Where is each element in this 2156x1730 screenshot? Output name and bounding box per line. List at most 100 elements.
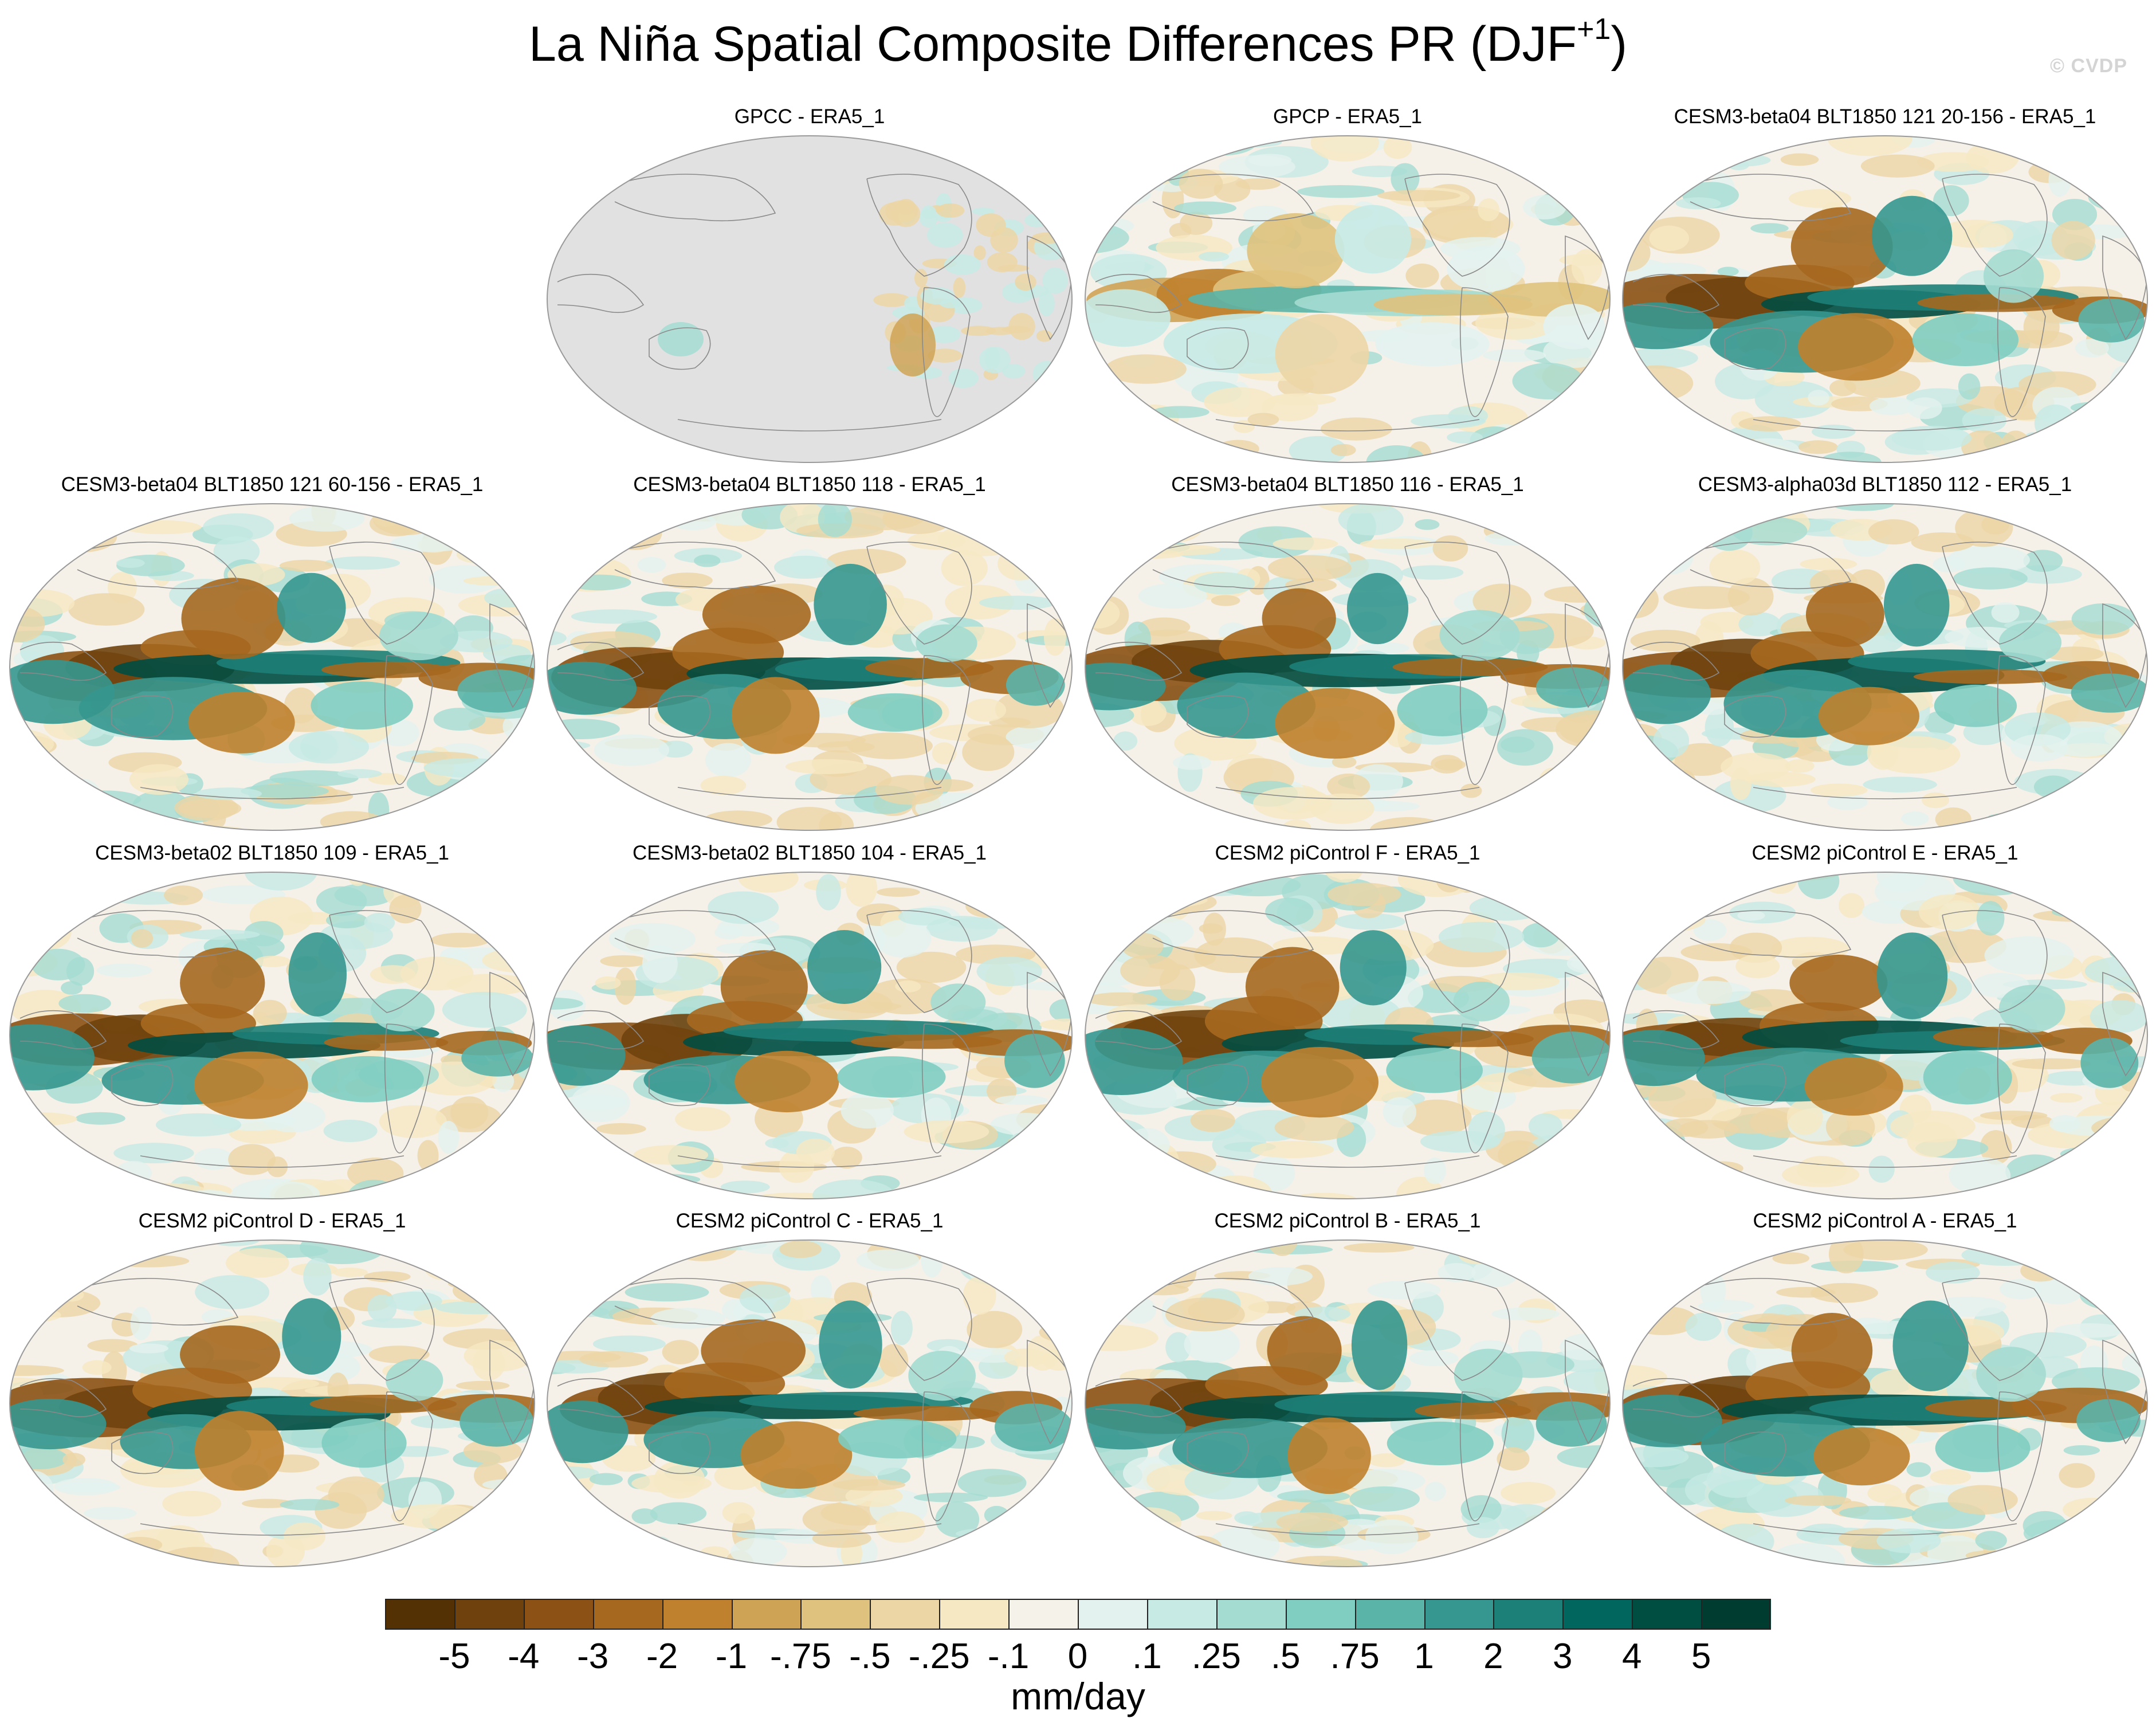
anomaly-patch — [993, 1562, 1033, 1567]
anomaly-patch — [1338, 504, 1404, 536]
anomaly-patch — [1623, 1240, 1646, 1269]
anomaly-patch — [477, 1496, 535, 1521]
anomaly-patch — [1530, 506, 1585, 516]
anomaly-patch — [1678, 805, 1723, 830]
anomaly-patch — [932, 742, 957, 764]
anomaly-patch — [2104, 1122, 2147, 1155]
anomaly-patch — [1790, 207, 1893, 287]
anomaly-patch — [1455, 1558, 1538, 1567]
anomaly-patch — [1804, 1057, 1903, 1116]
colorbar-tick-label: 2 — [1483, 1637, 1503, 1676]
anomaly-patch — [1750, 223, 1789, 234]
anomaly-patch — [1550, 1254, 1606, 1281]
anomaly-patch — [662, 1340, 699, 1364]
anomaly-patch — [856, 1249, 920, 1271]
anomaly-patch — [1015, 1163, 1054, 1183]
anomaly-patch — [1497, 806, 1544, 829]
anomaly-patch — [1728, 160, 1749, 171]
anomaly-patch — [45, 521, 117, 553]
colorbar-tick-label: 3 — [1553, 1637, 1573, 1676]
anomaly-patch — [984, 1505, 1010, 1524]
anomaly-patch — [38, 1242, 95, 1252]
anomaly-patch — [417, 1140, 439, 1172]
anomaly-patch — [455, 1380, 510, 1391]
anomaly-patch — [2109, 944, 2137, 959]
anomaly-patch — [732, 677, 820, 754]
coastline — [1724, 1431, 1786, 1474]
anomaly-patch — [600, 955, 648, 967]
map-panel: CESM3-beta04 BLT1850 121 20-156 - ERA5_1 — [1619, 103, 2151, 470]
anomaly-patch — [936, 203, 965, 218]
anomaly-patch — [389, 895, 422, 924]
anomaly-patch — [1085, 136, 1128, 171]
anomaly-patch — [1344, 1242, 1415, 1253]
globe-map — [547, 1239, 1073, 1567]
anomaly-patch — [1670, 743, 1733, 776]
title-superscript: +1 — [1577, 13, 1611, 46]
anomaly-patch — [1211, 595, 1240, 606]
anomaly-patch — [1663, 1118, 1709, 1137]
anomaly-patch — [1115, 1182, 1138, 1199]
coastline — [1404, 542, 1510, 645]
anomaly-patch — [571, 904, 594, 917]
globe-map — [547, 503, 1073, 831]
coastline — [77, 910, 239, 958]
anomaly-patch — [1212, 1129, 1267, 1161]
colorbar-tick-label: -.1 — [987, 1637, 1030, 1676]
anomaly-patch — [1085, 598, 1120, 629]
anomaly-patch — [469, 911, 535, 920]
colorbar-swatch — [1562, 1599, 1633, 1630]
map-panel: CESM2 piControl A - ERA5_1 — [1619, 1207, 2151, 1574]
anomaly-patch — [75, 1112, 125, 1125]
anomaly-patch — [2112, 1270, 2147, 1298]
anomaly-patch — [2080, 1037, 2139, 1088]
anomaly-patch — [740, 1421, 853, 1489]
map-field — [1085, 136, 1610, 462]
anomaly-patch — [1876, 1528, 1941, 1554]
panel-title: GPCP - ERA5_1 — [1273, 105, 1423, 128]
anomaly-patch — [720, 1180, 770, 1194]
anomaly-patch — [2010, 734, 2069, 762]
anomaly-patch — [1571, 249, 1603, 285]
map-panel: GPCC - ERA5_1 — [543, 103, 1076, 470]
coastline — [1724, 1064, 1786, 1107]
anomaly-patch — [810, 1275, 832, 1304]
coastline — [677, 1523, 942, 1536]
coastline — [1632, 1378, 1720, 1418]
anomaly-patch — [1912, 313, 2019, 367]
map-outline — [1085, 503, 1611, 831]
anomaly-patch — [1267, 393, 1337, 406]
anomaly-patch — [194, 1148, 233, 1170]
anomaly-patch — [1532, 411, 1607, 434]
anomaly-patch — [1247, 413, 1279, 426]
anomaly-patch — [1717, 266, 1739, 276]
coastline — [1187, 695, 1249, 738]
panel-title: CESM3-beta04 BLT1850 116 - ERA5_1 — [1171, 473, 1524, 496]
anomaly-patch — [714, 925, 743, 940]
anomaly-patch — [1636, 444, 1715, 462]
anomaly-patch — [364, 1271, 411, 1282]
anomaly-patch — [837, 1056, 946, 1098]
watermark: © CVDP — [2050, 55, 2127, 77]
anomaly-patch — [2071, 603, 2135, 635]
colorbar-tick-label: .5 — [1270, 1637, 1301, 1676]
coastline — [1095, 1010, 1183, 1050]
anomaly-patch — [621, 872, 699, 882]
anomaly-patch — [1633, 1522, 1659, 1548]
anomaly-patch — [1754, 380, 1833, 419]
coastline — [614, 910, 776, 958]
anomaly-patch — [1085, 1117, 1149, 1154]
anomaly-patch — [796, 1138, 835, 1166]
anomaly-patch — [430, 932, 490, 948]
anomaly-patch — [10, 1112, 77, 1126]
coastline — [1565, 235, 1610, 340]
anomaly-patch — [702, 585, 811, 644]
panel-title: CESM3-beta02 BLT1850 104 - ERA5_1 — [632, 842, 987, 864]
anomaly-patch — [547, 797, 580, 814]
colorbar-swatch — [1354, 1599, 1425, 1630]
anomaly-patch — [908, 1351, 976, 1401]
anomaly-patch — [359, 872, 399, 888]
anomaly-patch — [920, 872, 974, 878]
anomaly-patch — [1199, 252, 1230, 262]
anomaly-patch — [1060, 1540, 1072, 1557]
